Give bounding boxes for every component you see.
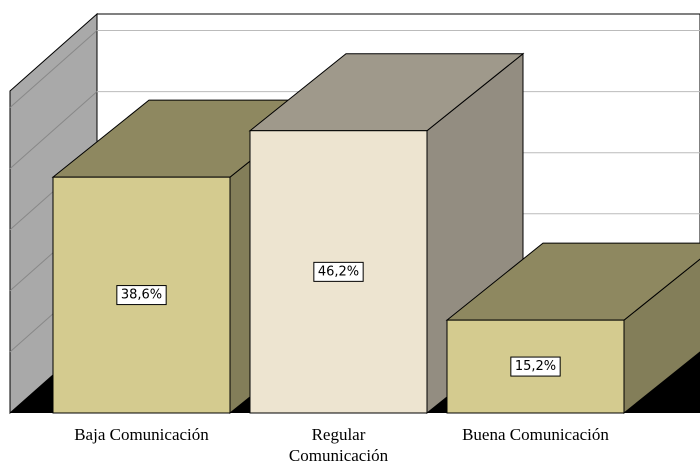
grid-line	[9, 30, 98, 108]
value-label-box	[510, 356, 561, 377]
value-label-box	[313, 261, 364, 282]
value-label: 46,2%	[318, 264, 359, 279]
x-tick-label: Buena Comunicación	[462, 425, 609, 444]
value-label: 38,6%	[121, 288, 162, 303]
value-label-box	[116, 285, 167, 306]
value-label: 15,2%	[515, 359, 556, 374]
x-tick-label: Baja Comunicación	[74, 425, 209, 444]
x-tick-label: Regular Comunicación	[288, 425, 389, 465]
grid-line	[9, 91, 98, 169]
